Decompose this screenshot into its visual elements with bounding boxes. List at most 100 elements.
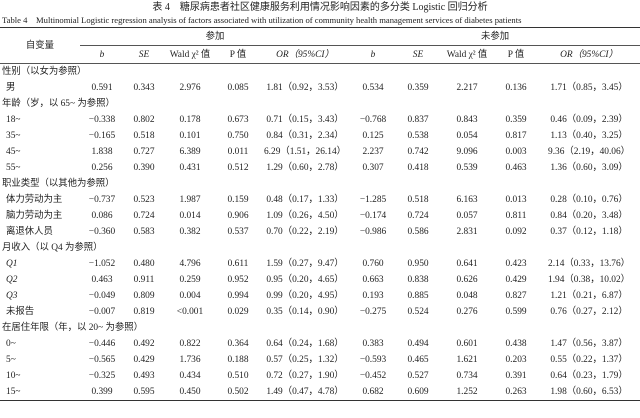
cell: −0.565	[88, 355, 116, 365]
cell: 0.423	[505, 259, 527, 269]
cell: 0.64（0.23，1.79）	[550, 371, 628, 381]
cell: 0.71（0.15，3.43）	[266, 115, 344, 125]
cell: −1.285	[359, 195, 387, 205]
cell: 0.641	[456, 259, 478, 269]
cell: 6.389	[179, 147, 201, 157]
cell: 0.188	[227, 355, 249, 365]
cell: 0.256	[91, 163, 113, 173]
cell: 0.524	[407, 307, 429, 317]
cell: 0.72（0.27，1.90）	[266, 371, 344, 381]
cell: 0.159	[227, 195, 249, 205]
cell: 1.838	[91, 147, 113, 157]
cell: 1.49（0.47，4.78）	[260, 384, 351, 401]
column-header: P 值	[216, 45, 260, 64]
cell: 0.494	[407, 339, 429, 349]
data-row: 离退休人员 −0.360 0.583 0.382 0.537 0.70（0.22，2.19…	[0, 224, 640, 240]
cell: 0.950	[407, 259, 429, 269]
cell: 0.37（0.12，1.18）	[550, 227, 628, 237]
cell: 0.418	[407, 163, 429, 173]
cell: 0.003	[505, 147, 527, 157]
cell: −0.165	[88, 131, 116, 141]
cell: 0.599	[505, 307, 527, 317]
cell: 0.431	[179, 163, 201, 173]
cell: 1.252	[440, 384, 495, 401]
cell: 0.518	[133, 131, 155, 141]
cell: 0.463	[505, 163, 527, 173]
cell: 0.750	[227, 131, 249, 141]
cell: 0.595	[124, 384, 164, 401]
cell: 1.21（0.21，6.87）	[550, 291, 628, 301]
cell: 0.259	[179, 275, 201, 285]
cell: 0.35（0.14，0.90）	[266, 307, 344, 317]
cell: 0.994	[227, 291, 249, 301]
row-label: 10~	[6, 371, 21, 381]
cell: 0.537	[227, 227, 249, 237]
row-label: 年龄（岁，以 65~ 为参照）	[2, 99, 115, 109]
cell: 0.429	[133, 355, 155, 365]
data-row: Q2 0.463 0.911 0.259 0.952 0.95（0.20，4.65） 0.6…	[0, 272, 640, 288]
column-header: OR（95%CI）	[538, 45, 640, 64]
cell: 4.796	[179, 259, 201, 269]
cell: 2.14（0.33，13.76）	[548, 259, 631, 269]
data-row: 10~ −0.325 0.493 0.434 0.510 0.72（0.27，1.90） −…	[0, 368, 640, 384]
title-cn: 表 4 糖尿病患者社区健康服务利用情况影响因素的多分类 Logistic 回归分…	[152, 2, 488, 13]
cell: 0.609	[396, 384, 441, 401]
cell: 2.976	[179, 83, 201, 93]
cell: <0.001	[176, 307, 204, 317]
data-row: 未报告 −0.007 0.819 <0.001 0.029 0.35（0.14，0.90）…	[0, 304, 640, 320]
cell: 0.527	[407, 371, 429, 381]
row-label: 在居住年限（年，以 20~ 为参照）	[2, 323, 144, 333]
cell: 0.463	[91, 275, 113, 285]
cell: 0.359	[407, 83, 429, 93]
cell: −0.986	[359, 227, 387, 237]
cell: 0.84（0.31，2.34）	[266, 131, 344, 141]
cell: 1.71（0.85，3.45）	[550, 83, 628, 93]
cell: 0.136	[505, 83, 527, 93]
data-row: 男 0.591 0.343 2.976 0.085 1.81（0.92，3.53） 0.53…	[0, 80, 640, 96]
cell: 0.178	[179, 115, 201, 125]
cell: 1.09（0.26，4.50）	[266, 211, 344, 221]
column-header: SE	[124, 45, 164, 64]
section-row: 职业类型（以其他为参照）	[0, 176, 640, 192]
cell: 0.429	[505, 275, 527, 285]
cell: 1.81（0.92，3.53）	[266, 83, 344, 93]
cell: 0.014	[179, 211, 201, 221]
cell: 0.55（0.22，1.37）	[550, 355, 628, 365]
data-row: 35~ −0.165 0.518 0.101 0.750 0.84（0.31，2.34） 0…	[0, 128, 640, 144]
cell: −1.052	[88, 259, 116, 269]
group-header: 参加	[80, 27, 351, 46]
cell: 0.057	[456, 211, 478, 221]
cell: 0.724	[407, 211, 429, 221]
cell: 0.57（0.25，1.32）	[266, 355, 344, 365]
cell: 0.390	[133, 163, 155, 173]
cell: 1.29（0.60，2.78）	[266, 163, 344, 173]
cell: 1.13（0.40，3.25）	[550, 131, 628, 141]
cell: 1.36（0.60，3.09）	[550, 163, 628, 173]
cell: 0.438	[505, 339, 527, 349]
cell: 1.98（0.60，6.53）	[538, 384, 640, 401]
cell: 0.125	[362, 131, 384, 141]
row-label: 月收入（以 Q4 为参照）	[2, 243, 103, 253]
cell: −0.007	[88, 307, 116, 317]
cell: 0.048	[456, 291, 478, 301]
cell: 1.621	[456, 355, 478, 365]
cell: 0.276	[456, 307, 478, 317]
cell: 0.364	[227, 339, 249, 349]
data-row: 55~ 0.256 0.390 0.431 0.512 1.29（0.60，2.78） 0.…	[0, 160, 640, 176]
cell: 0.64（0.24，1.68）	[266, 339, 344, 349]
cell: 2.217	[456, 83, 478, 93]
cell: −0.049	[88, 291, 116, 301]
cell: 1.59（0.27，9.47）	[266, 259, 344, 269]
cell: 0.95（0.20，4.65）	[266, 275, 344, 285]
column-header: b	[80, 45, 124, 64]
cell: 0.539	[456, 163, 478, 173]
row-label: 体力劳动为主	[6, 195, 63, 205]
cell: 0.802	[133, 115, 155, 125]
section-row: 在居住年限（年，以 20~ 为参照）	[0, 320, 640, 336]
cell: 0.819	[133, 307, 155, 317]
cell: 0.611	[227, 259, 249, 269]
title-en: Table 4 Multinomial Logistic regression …	[2, 15, 522, 25]
row-label: Q2	[6, 275, 18, 285]
cell: −0.338	[88, 115, 116, 125]
